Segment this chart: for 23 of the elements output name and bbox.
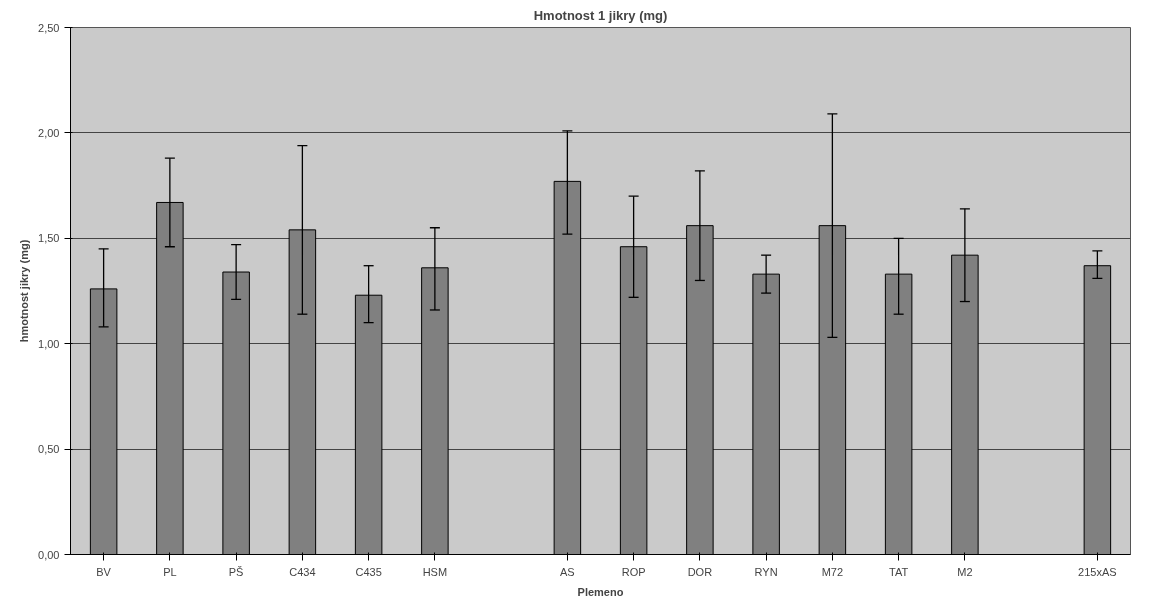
x-tick-label: BV xyxy=(96,565,112,578)
y-tick-label: 2,50 xyxy=(38,21,60,34)
x-tick-label: RYN xyxy=(754,565,778,578)
y-tick-label: 2,00 xyxy=(38,126,60,139)
chart-title: Hmotnost 1 jikry (mg) xyxy=(533,7,668,23)
x-tick-label: HSM xyxy=(422,565,448,578)
x-tick-label: M2 xyxy=(957,565,973,578)
x-tick-label: PŠ xyxy=(228,565,244,578)
y-tick-label: 1,00 xyxy=(38,337,60,350)
x-tick-label: AS xyxy=(560,565,575,578)
y-tick-label: 0,00 xyxy=(38,548,60,561)
x-tick-label: ROP xyxy=(621,565,646,578)
x-tick-label: DOR xyxy=(687,565,713,578)
x-tick-label: C435 xyxy=(355,565,382,578)
x-tick-label: PL xyxy=(163,565,177,578)
y-axis-title: hmotnost jikry (mg) xyxy=(18,239,31,343)
x-tick-label: TAT xyxy=(889,565,909,578)
x-axis-title: Plemeno xyxy=(577,585,624,598)
y-tick-label: 0,50 xyxy=(38,443,60,456)
x-tick-label: M72 xyxy=(821,565,844,578)
y-tick-label: 1,50 xyxy=(38,232,60,245)
x-tick-label: C434 xyxy=(289,565,316,578)
x-tick-label: 215xAS xyxy=(1078,565,1117,578)
